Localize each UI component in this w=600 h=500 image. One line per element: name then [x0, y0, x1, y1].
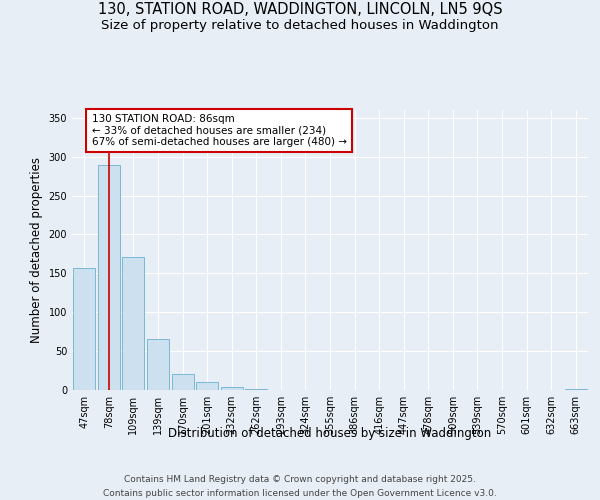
Bar — [196, 382, 218, 390]
Bar — [172, 374, 194, 390]
Bar — [565, 389, 587, 390]
Text: Distribution of detached houses by size in Waddington: Distribution of detached houses by size … — [169, 428, 491, 440]
Bar — [147, 340, 169, 390]
Bar — [221, 387, 243, 390]
Bar — [122, 257, 145, 390]
Text: 130 STATION ROAD: 86sqm
← 33% of detached houses are smaller (234)
67% of semi-d: 130 STATION ROAD: 86sqm ← 33% of detache… — [92, 114, 347, 147]
Text: 130, STATION ROAD, WADDINGTON, LINCOLN, LN5 9QS: 130, STATION ROAD, WADDINGTON, LINCOLN, … — [98, 2, 502, 18]
Y-axis label: Number of detached properties: Number of detached properties — [30, 157, 43, 343]
Text: Contains HM Land Registry data © Crown copyright and database right 2025.
Contai: Contains HM Land Registry data © Crown c… — [103, 476, 497, 498]
Bar — [245, 389, 268, 390]
Text: Size of property relative to detached houses in Waddington: Size of property relative to detached ho… — [101, 18, 499, 32]
Bar — [98, 165, 120, 390]
Bar — [73, 268, 95, 390]
